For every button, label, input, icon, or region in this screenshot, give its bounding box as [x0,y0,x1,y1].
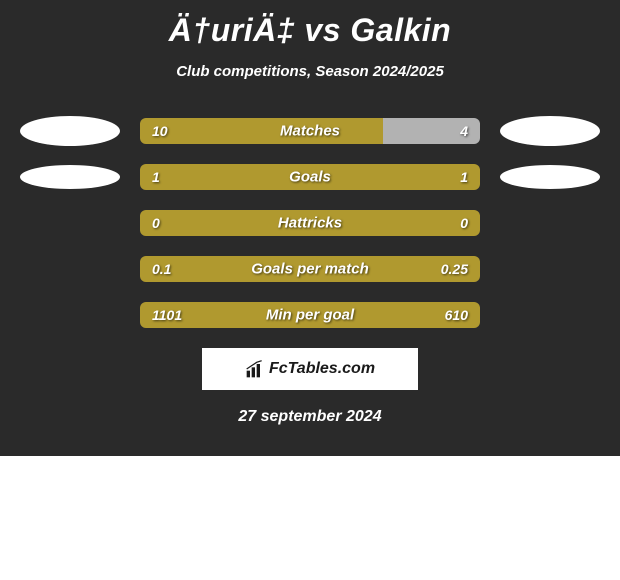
stat-bar: Hattricks 0 0 [140,210,480,236]
subtitle: Club competitions, Season 2024/2025 [0,63,620,80]
player-right-avatar [500,116,600,146]
stat-value-right: 0 [460,215,468,231]
stat-bar: Goals per match 0.1 0.25 [140,256,480,282]
stat-bar: Matches 10 4 [140,118,480,144]
stat-bar: Goals 1 1 [140,164,480,190]
page-title: Ä†uriÄ‡ vs Galkin [0,0,620,49]
stat-value-right: 610 [445,307,468,323]
bar-segment-left [140,118,383,144]
stat-value-left: 10 [152,123,168,139]
stat-value-right: 0.25 [441,261,468,277]
stat-value-right: 1 [460,169,468,185]
stat-label: Matches [280,123,340,140]
stat-row: Min per goal 1101 610 [0,302,620,328]
stat-row: Hattricks 0 0 [0,210,620,236]
stat-row: Goals 1 1 [0,164,620,190]
stat-label: Hattricks [278,215,342,232]
stat-row: Matches 10 4 [0,118,620,144]
logo-text: FcTables.com [269,360,375,378]
player-left-avatar [20,116,120,146]
bar-chart-icon [245,359,265,379]
comparison-panel: Ä†uriÄ‡ vs Galkin Club competitions, Sea… [0,0,620,456]
stat-value-left: 1 [152,169,160,185]
stat-value-left: 0 [152,215,160,231]
stat-label: Goals per match [251,261,369,278]
stat-value-left: 1101 [152,307,182,323]
player-right-avatar [500,165,600,189]
stat-bar: Min per goal 1101 610 [140,302,480,328]
stat-value-left: 0.1 [152,261,171,277]
stat-label: Goals [289,169,331,186]
stat-row: Goals per match 0.1 0.25 [0,256,620,282]
logo-box[interactable]: FcTables.com [202,348,418,390]
player-left-avatar [20,165,120,189]
stat-value-right: 4 [460,123,468,139]
logo-inner: FcTables.com [245,359,375,379]
stat-label: Min per goal [266,307,354,324]
date-text: 27 september 2024 [0,408,620,426]
stats-area: Matches 10 4 Goals 1 1 Hattricks 0 0 Goals per ma… [0,118,620,328]
